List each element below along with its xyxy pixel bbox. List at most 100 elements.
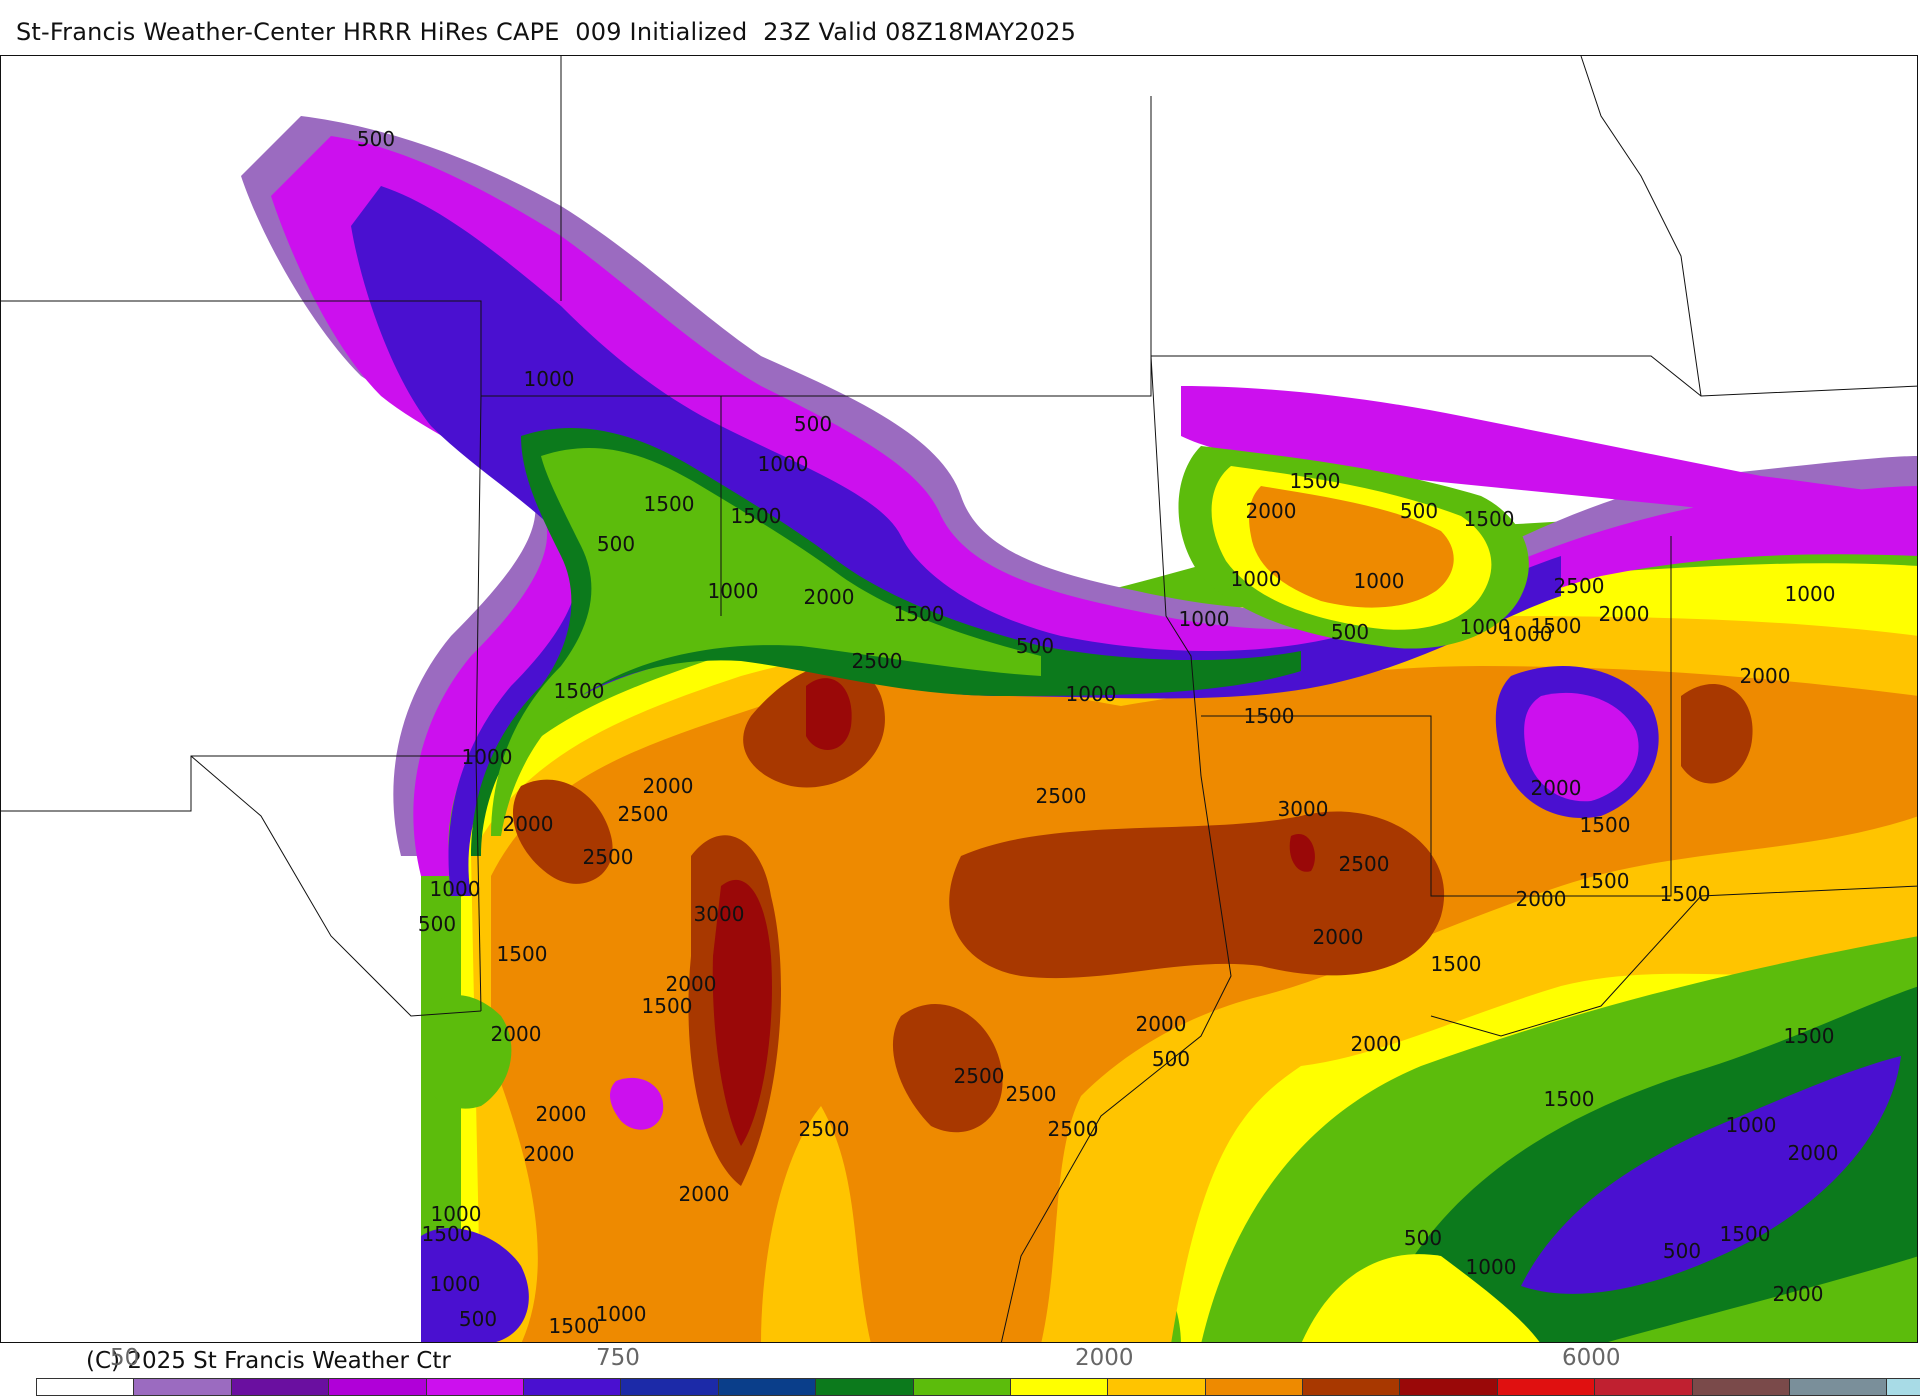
contour-label: 1000 [1066,682,1117,706]
contour-label: 1000 [430,1272,481,1296]
contour-label: 1500 [1531,614,1582,638]
contour-label: 500 [357,127,395,151]
cape-baja-blob [609,1077,664,1130]
contour-label: 500 [1331,620,1369,644]
colorbar-swatch [1303,1379,1401,1395]
cape-core-darkred-2 [806,678,852,750]
contour-label: 1000 [596,1302,647,1326]
cape-core-brown-3 [949,811,1445,979]
colorbar-swatch [1010,1379,1109,1395]
cape-east-gold [1249,486,1454,608]
colorbar-swatch [523,1379,622,1395]
cape-shading [241,116,1917,1342]
colorbar-swatch [816,1379,914,1395]
contour-label: 1500 [1464,507,1515,531]
colorbar-swatch [134,1379,232,1395]
contour-label: 2500 [1006,1082,1057,1106]
contour-label: 500 [418,912,456,936]
cape-core-darkred-1 [712,879,772,1146]
contour-label: 2000 [643,774,694,798]
contour-label: 1000 [1460,615,1511,639]
contour-label: 1000 [708,579,759,603]
colorbar-tick-2000: 2000 [1075,1345,1134,1371]
colorbar-tick-750: 750 [596,1345,640,1371]
contour-label: 2500 [799,1117,850,1141]
contour-label: 500 [794,412,832,436]
contour-label: 500 [459,1307,497,1331]
contour-label: 2000 [503,812,554,836]
contour-label: 2000 [1599,602,1650,626]
cape-core-brown-5 [1681,684,1753,784]
contour-label: 500 [1404,1226,1442,1250]
cape-band-blue-se [1521,1056,1901,1294]
copyright-text: (C) 2025 St Francis Weather Ctr [86,1348,451,1374]
contour-label: 1500 [497,942,548,966]
contour-label: 3000 [694,902,745,926]
contour-label: 500 [597,532,635,556]
contour-label: 1500 [554,679,605,703]
cape-east-magenta-blob [1524,692,1639,802]
contour-label: 2500 [852,649,903,673]
contour-label: 1500 [644,492,695,516]
political-boundaries [1,56,1917,1342]
contour-label: 1500 [1580,813,1631,837]
contour-label: 2000 [1531,776,1582,800]
contour-label: 1500 [894,602,945,626]
contour-label: 2000 [1313,925,1364,949]
contour-label: 2000 [666,972,717,996]
contour-label: 2000 [524,1142,575,1166]
contour-label: 2000 [804,585,855,609]
contour-label: 1500 [1784,1024,1835,1048]
contour-label: 1500 [1660,882,1711,906]
cape-southwest-green [421,995,512,1109]
contour-label: 500 [1400,499,1438,523]
contour-label: 2000 [1516,887,1567,911]
colorbar-swatch [1790,1379,1888,1395]
contour-label: 1000 [431,1202,482,1226]
contour-label: 2500 [1554,574,1605,598]
contour-label: 500 [1152,1047,1190,1071]
contour-label: 1500 [1579,869,1630,893]
cape-band-orange [491,666,1917,1342]
contour-label: 2500 [954,1064,1005,1088]
contour-label: 2500 [618,802,669,826]
cape-core-darkred-3 [1289,834,1315,872]
colorbar-tick-50: 50 [110,1345,140,1371]
cape-east-purple [1181,386,1917,526]
contour-label: 1500 [549,1314,600,1338]
contour-label: 3000 [1278,797,1329,821]
contour-label: 2500 [1339,852,1390,876]
colorbar-tick-6000: 6000 [1562,1345,1621,1371]
contour-label: 1500 [1720,1222,1771,1246]
contour-label: 2000 [1788,1141,1839,1165]
map-title: St-Francis Weather-Center HRRR HiRes CAP… [16,18,1077,46]
colorbar-swatch [718,1379,817,1395]
colorbar-swatch [621,1379,719,1395]
cape-core-brown-6 [512,779,613,884]
contour-label: 2500 [1048,1117,1099,1141]
contour-label: 1500 [642,994,693,1018]
contour-label: 1000 [1785,582,1836,606]
colorbar-swatch [426,1379,524,1395]
contour-label: 1000 [1502,622,1553,646]
contour-label: 1000 [1466,1255,1517,1279]
cape-band-yellow-se [1301,1254,1540,1342]
colorbar-swatch [329,1379,427,1395]
contour-label: 2000 [536,1102,587,1126]
contour-label: 2000 [1351,1032,1402,1056]
colorbar-swatch [1887,1379,1920,1395]
colorbar-swatch [1692,1379,1791,1395]
cape-plume-lightgreen-n [491,447,1041,836]
cape-core-brown-4 [892,1004,1003,1133]
cape-southwest-purple [421,1228,529,1342]
contour-label: 1000 [758,452,809,476]
contour-label: 1500 [1431,952,1482,976]
contour-label: 1500 [1290,469,1341,493]
contour-label: 2000 [1773,1282,1824,1306]
contour-label: 2000 [1740,664,1791,688]
contour-label: 1000 [1179,607,1230,631]
contour-label: 500 [1016,634,1054,658]
contour-label: 1000 [1726,1113,1777,1137]
